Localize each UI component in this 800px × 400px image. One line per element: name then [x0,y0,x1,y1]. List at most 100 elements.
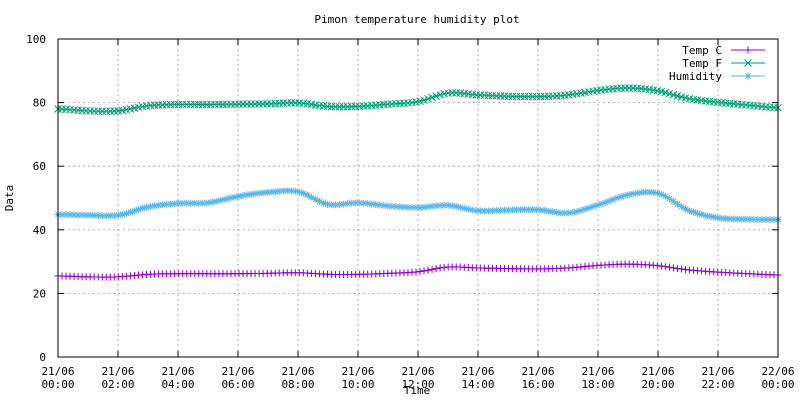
y-tick-label: 80 [33,97,46,110]
data-point-humidity [613,194,621,202]
x-tick-label: 04:00 [161,378,194,391]
data-point-humidity [167,200,175,208]
data-point-humidity [315,197,323,205]
data-point-humidity [533,206,541,214]
data-point-humidity [669,197,677,205]
x-tick-label: 00:00 [761,378,794,391]
data-point-humidity [633,189,641,197]
x-tick-label: 21/06 [521,365,554,378]
data-point-humidity [291,187,299,195]
data-point-humidity [549,208,557,216]
data-point-humidity [90,211,98,219]
data-point-humidity [637,189,645,197]
data-point-humidity [171,200,179,208]
x-tick-label: 21/06 [341,365,374,378]
axes-layer: 02040608010021/0600:0021/0602:0021/0604:… [26,33,794,391]
data-point-humidity [505,206,513,214]
legend-marker-temp-c [744,46,752,54]
data-point-humidity [412,204,420,212]
data-point-humidity [364,200,372,208]
data-point-temp-c [677,265,685,273]
x-tick-label: 21/06 [461,365,494,378]
data-point-humidity [629,190,637,198]
data-point-humidity [734,215,742,223]
data-point-humidity [545,207,553,215]
data-point-temp-c [669,264,677,272]
x-tick-label: 21/06 [401,365,434,378]
data-point-temp-c [665,263,673,271]
data-point-humidity [448,202,456,210]
x-tick-label: 10:00 [341,378,374,391]
data-point-humidity [718,214,726,222]
data-point-humidity [690,208,698,216]
y-axis-label: Data [3,185,16,212]
data-point-humidity [509,206,517,214]
data-point-humidity [110,212,118,220]
data-point-humidity [223,195,231,203]
data-point-humidity [295,188,303,196]
data-point-humidity [199,199,207,207]
data-point-humidity [416,203,424,211]
data-point-humidity [464,205,472,213]
data-point-humidity [609,195,617,203]
data-point-humidity [151,202,159,210]
x-tick-label: 20:00 [641,378,674,391]
data-point-humidity [283,187,291,195]
data-point-humidity [191,199,199,207]
data-point-humidity [348,199,356,207]
x-tick-label: 21/06 [641,365,674,378]
data-point-humidity [702,211,710,219]
y-tick-label: 100 [26,33,46,46]
data-point-humidity [183,199,191,207]
data-point-humidity [625,191,633,199]
data-point-humidity [444,201,452,209]
data-point-humidity [517,206,525,214]
data-point-humidity [424,203,432,211]
data-point-humidity [400,203,408,211]
data-point-humidity [179,199,187,207]
data-point-humidity [726,215,734,223]
x-tick-label: 22/06 [761,365,794,378]
data-point-humidity [476,207,484,215]
data-point-humidity [513,206,521,214]
data-point-humidity [738,215,746,223]
data-point-humidity [601,199,609,207]
data-point-humidity [694,209,702,217]
data-point-humidity [372,201,380,209]
data-point-humidity [155,201,163,209]
data-point-humidity [231,193,239,201]
data-point-humidity [235,192,243,200]
y-tick-label: 40 [33,224,46,237]
data-point-humidity [392,203,400,211]
data-point-humidity [275,187,283,195]
data-point-humidity [94,212,102,220]
data-point-humidity [102,212,110,220]
data-point-humidity [396,203,404,211]
legend-label-temp-f: Temp F [682,57,722,70]
data-point-humidity [380,202,388,210]
data-point-temp-c [424,266,432,274]
data-point-humidity [686,207,694,215]
data-point-humidity [746,215,754,223]
data-point-humidity [657,190,665,198]
data-point-humidity [255,189,263,197]
data-point-humidity [118,210,126,218]
data-point-humidity [388,202,396,210]
data-point-humidity [307,193,315,201]
data-point-humidity [561,209,569,217]
data-point-humidity [553,208,561,216]
data-point-humidity [440,201,448,209]
x-tick-label: 21/06 [581,365,614,378]
plot-border [57,38,779,358]
data-point-humidity [332,201,340,209]
data-point-humidity [62,211,70,219]
data-point-humidity [251,190,259,198]
data-point-humidity [147,202,155,210]
data-point-humidity [468,206,476,214]
data-point-humidity [456,203,464,211]
data-point-humidity [376,201,384,209]
data-point-temp-f [424,94,432,103]
y-tick-label: 60 [33,160,46,173]
data-point-humidity [352,199,360,207]
